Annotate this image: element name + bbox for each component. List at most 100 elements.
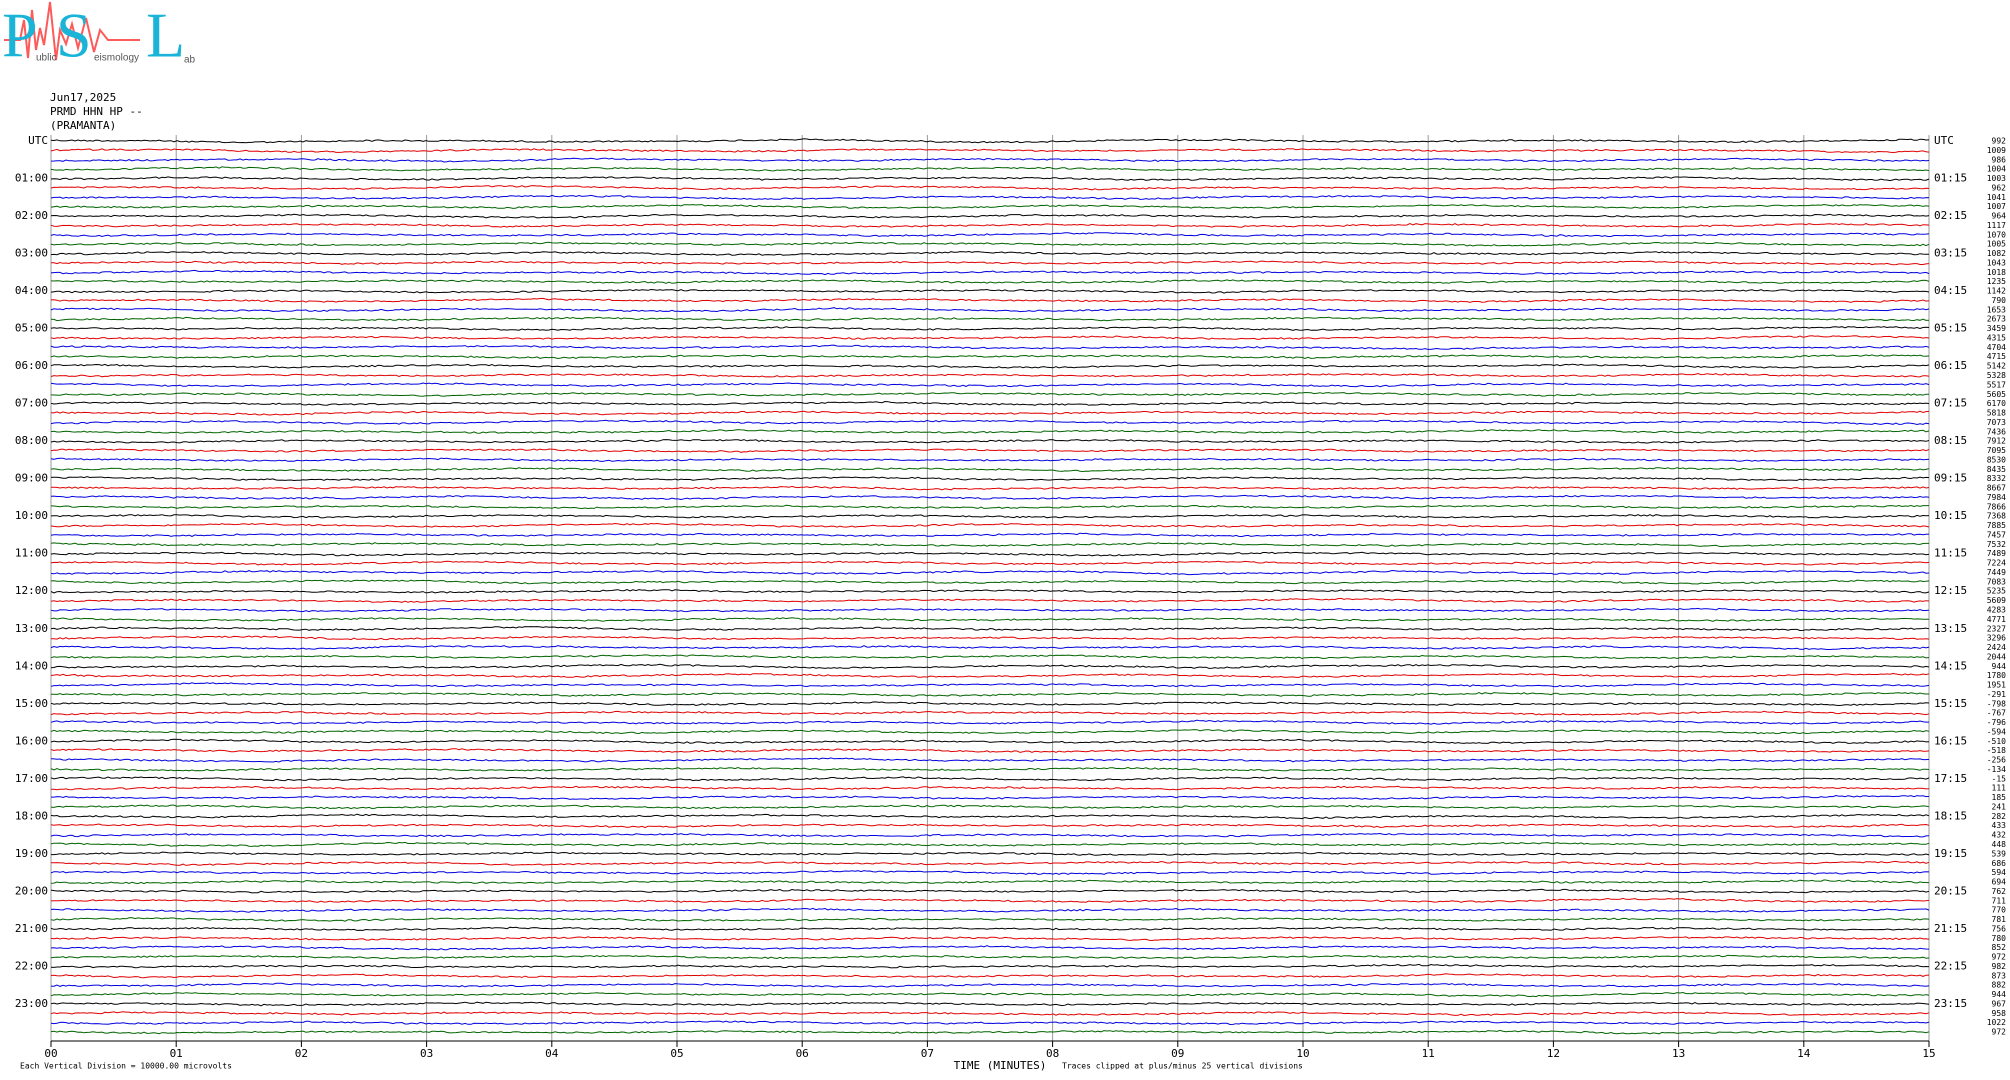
trace — [50, 804, 1930, 810]
logo-word: ublic — [36, 53, 57, 64]
row-offset: -518 — [1987, 746, 2006, 755]
trace — [50, 645, 1930, 650]
row-offset: 711 — [1992, 896, 2007, 905]
left-time-label: 08:00 — [15, 434, 48, 447]
row-offset: 8435 — [1987, 465, 2006, 474]
trace — [50, 335, 1930, 341]
trace — [50, 400, 1930, 406]
x-axis-label: TIME (MINUTES) — [954, 1059, 1047, 1072]
x-tick-label: 08 — [1046, 1047, 1059, 1060]
row-offset: 111 — [1992, 784, 2007, 793]
x-tick-label: 05 — [670, 1047, 683, 1060]
left-time-label: 14:00 — [15, 659, 48, 672]
right-time-label: 09:15 — [1934, 472, 1967, 485]
row-offset: -798 — [1987, 699, 2006, 708]
trace — [50, 729, 1930, 735]
row-offset: -796 — [1987, 718, 2006, 727]
x-tick-label: 10 — [1296, 1047, 1309, 1060]
right-time-label: 10:15 — [1934, 509, 1967, 522]
trace — [51, 851, 1930, 856]
right-time-label: 11:15 — [1934, 547, 1967, 560]
trace — [50, 766, 1930, 772]
row-offset: 5517 — [1987, 380, 2006, 389]
row-offset: 5142 — [1987, 362, 2006, 371]
trace — [50, 288, 1930, 294]
trace — [50, 504, 1929, 510]
row-offset: 1041 — [1987, 193, 2006, 202]
row-offset: 982 — [1992, 962, 2007, 971]
logo: P S L ublic eismology ab — [2, 0, 196, 71]
trace — [50, 654, 1930, 660]
row-offset: 7885 — [1987, 521, 2006, 530]
trace — [50, 185, 1930, 191]
trace — [50, 701, 1930, 707]
row-offset: 8530 — [1987, 455, 2006, 464]
trace — [50, 607, 1930, 613]
trace — [50, 307, 1930, 313]
row-offset: 4283 — [1987, 606, 2006, 615]
left-time-label: 10:00 — [15, 509, 48, 522]
row-offset: 433 — [1992, 821, 2007, 830]
trace — [50, 936, 1930, 942]
trace — [50, 391, 1929, 397]
row-offset: 282 — [1992, 812, 2007, 821]
row-offset: 539 — [1992, 849, 2007, 858]
trace — [50, 269, 1930, 276]
logo-letter: L — [146, 0, 185, 71]
row-offset: 3459 — [1987, 324, 2006, 333]
trace — [50, 897, 1930, 903]
row-offset: 7436 — [1987, 427, 2006, 436]
left-time-label: 21:00 — [15, 922, 48, 935]
trace — [50, 213, 1930, 219]
row-offset: 7073 — [1987, 418, 2006, 427]
row-offset: 1022 — [1987, 1018, 2006, 1027]
trace — [50, 888, 1930, 894]
trace — [50, 372, 1930, 378]
trace — [50, 832, 1930, 838]
row-offset: 6170 — [1987, 399, 2006, 408]
logo-letter: P — [2, 0, 38, 71]
row-offset: 2327 — [1987, 624, 2006, 633]
row-offset: 944 — [1992, 990, 2007, 999]
row-offset: -594 — [1987, 727, 2006, 736]
row-offset: 8332 — [1987, 474, 2006, 483]
right-time-label: 08:15 — [1934, 434, 1967, 447]
left-time-label: 07:00 — [15, 397, 48, 410]
trace — [50, 382, 1930, 388]
row-offset: 7866 — [1987, 502, 2006, 511]
row-offset: 1082 — [1987, 249, 2006, 258]
trace — [50, 542, 1929, 548]
scale-note: Each Vertical Division = 10000.00 microv… — [20, 1062, 232, 1071]
logo-word: ab — [184, 55, 196, 66]
right-time-label: 05:15 — [1934, 322, 1967, 335]
trace — [50, 617, 1929, 622]
row-offset: 7083 — [1987, 577, 2006, 586]
x-tick-label: 06 — [796, 1047, 809, 1060]
row-offset: 873 — [1992, 971, 2007, 980]
trace — [51, 860, 1930, 866]
row-offset: 5818 — [1987, 409, 2006, 418]
row-offset: 2673 — [1987, 315, 2006, 324]
row-offset: 2424 — [1987, 643, 2006, 652]
right-time-label: 18:15 — [1934, 809, 1967, 822]
trace — [50, 757, 1930, 763]
row-offset: 1003 — [1987, 174, 2006, 183]
row-offset: 5235 — [1987, 587, 2006, 596]
trace — [50, 945, 1930, 951]
row-offset: 7449 — [1987, 568, 2006, 577]
row-offset: 1235 — [1987, 277, 2006, 286]
trace — [50, 297, 1930, 303]
trace — [50, 354, 1930, 360]
trace — [50, 439, 1930, 444]
row-offset: 1070 — [1987, 230, 2006, 239]
row-offset: 1009 — [1987, 146, 2006, 155]
row-offset: 790 — [1992, 296, 2007, 305]
trace — [50, 710, 1930, 716]
trace — [50, 467, 1930, 473]
row-offset: 1043 — [1987, 258, 2006, 267]
row-offset: 770 — [1992, 906, 2007, 915]
row-offset: 8667 — [1987, 484, 2006, 493]
trace — [50, 476, 1930, 482]
station-name: (PRAMANTA) — [50, 119, 116, 132]
row-offset: 756 — [1992, 924, 2007, 933]
